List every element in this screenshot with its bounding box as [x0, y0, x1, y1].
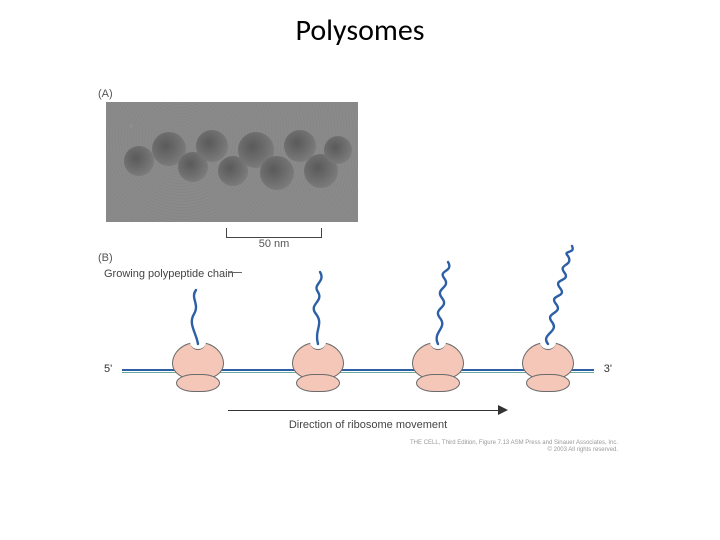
polypeptide-chain: [518, 242, 588, 352]
panel-a-label: (A): [98, 88, 618, 100]
micrograph-image: [106, 102, 358, 222]
ribosome: [168, 342, 228, 392]
ribosome-small-subunit: [416, 374, 460, 392]
polypeptide-chain: [288, 242, 358, 352]
scale-bar-bracket: [226, 228, 322, 238]
direction-arrow: [228, 404, 508, 418]
ribosome-small-subunit: [526, 374, 570, 392]
five-prime-label: 5': [104, 363, 112, 375]
ribosome-particle: [196, 130, 228, 162]
diagram-panel-b: 5' 3' Direction of ribosome movement: [98, 264, 618, 424]
ribosome-small-subunit: [176, 374, 220, 392]
figure: (A) 50 nm (B) Growing polypeptide chain …: [98, 88, 618, 254]
page-title: Polysomes: [0, 0, 720, 49]
credit-line-2: © 2003 All rights reserved.: [410, 447, 618, 454]
ribosome-small-subunit: [296, 374, 340, 392]
arrow-line: [228, 410, 498, 411]
polypeptide-chain: [168, 242, 238, 352]
ribosome: [408, 342, 468, 392]
ribosome: [288, 342, 348, 392]
ribosome-particle: [260, 156, 294, 190]
ribosome-particle: [124, 146, 154, 176]
direction-arrow-label: Direction of ribosome movement: [228, 419, 508, 431]
panel-b-label: (B): [98, 252, 113, 264]
figure-credit: THE CELL, Third Edition, Figure 7.13 ASM…: [410, 440, 618, 454]
arrow-head-icon: [498, 405, 508, 415]
three-prime-label: 3': [604, 363, 612, 375]
polypeptide-chain: [408, 242, 478, 352]
ribosome-particle: [324, 136, 352, 164]
ribosome: [518, 342, 578, 392]
